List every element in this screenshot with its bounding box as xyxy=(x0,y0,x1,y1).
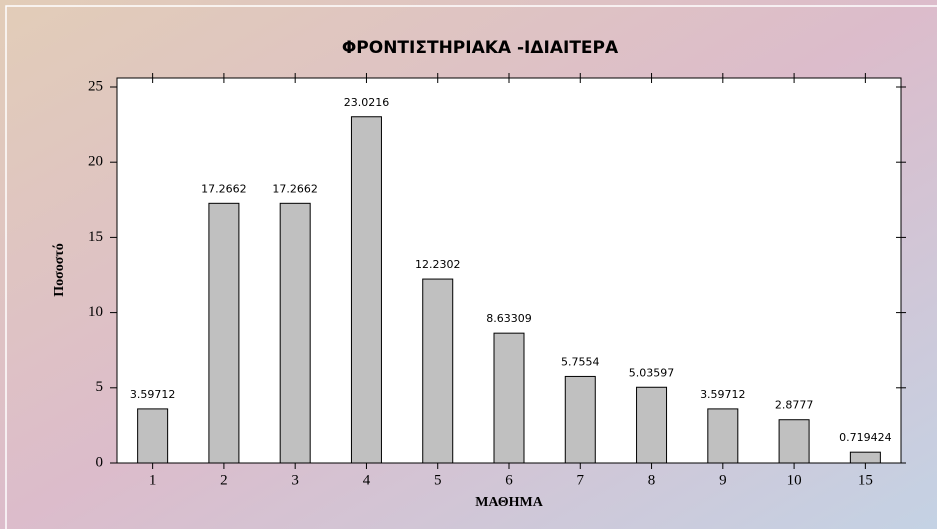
bar xyxy=(279,202,311,464)
bar xyxy=(422,278,454,464)
bar xyxy=(208,202,240,464)
x-tick-label: 5 xyxy=(434,472,442,488)
value-label: 0.719424 xyxy=(839,431,892,444)
bar xyxy=(137,408,169,464)
value-label: 12.2302 xyxy=(415,258,461,271)
value-label: 8.63309 xyxy=(486,312,532,325)
x-tick-label: 15 xyxy=(858,472,873,488)
frame xyxy=(5,5,937,529)
x-axis-label: ΜΑΘΗΜΑ xyxy=(475,495,544,510)
y-tick-label: 0 xyxy=(96,454,104,470)
y-tick-label: 5 xyxy=(96,379,104,395)
x-tick-label: 1 xyxy=(149,472,157,488)
x-tick-label: 10 xyxy=(787,472,802,488)
x-tick-label: 3 xyxy=(291,472,299,488)
x-tick-label: 6 xyxy=(505,472,513,488)
value-label: 17.2662 xyxy=(201,182,247,195)
bar xyxy=(849,451,881,464)
value-label: 23.0216 xyxy=(344,96,390,109)
chart-title: ΦΡΟΝΤΙΣΤΗΡΙΑΚΑ -ΙΔΙΑΙΤΕΡΑ xyxy=(342,38,619,58)
value-label: 5.03597 xyxy=(629,366,675,379)
value-label: 5.7554 xyxy=(561,355,600,368)
bar xyxy=(350,116,382,464)
x-tick-label: 4 xyxy=(363,472,371,488)
bar xyxy=(564,375,596,464)
bar xyxy=(778,419,810,464)
y-tick-label: 10 xyxy=(88,304,103,320)
x-tick-label: 7 xyxy=(577,472,585,488)
y-tick-label: 20 xyxy=(88,154,103,170)
value-label: 3.59712 xyxy=(700,388,746,401)
x-tick-label: 2 xyxy=(220,472,228,488)
y-axis-label: Ποσοστό xyxy=(52,243,67,297)
x-tick-label: 8 xyxy=(648,472,656,488)
value-label: 17.2662 xyxy=(272,182,318,195)
value-label: 2.8777 xyxy=(775,399,814,412)
value-label: 3.59712 xyxy=(130,388,176,401)
y-tick-label: 15 xyxy=(88,229,103,245)
bar xyxy=(707,408,739,464)
x-tick-label: 9 xyxy=(719,472,727,488)
y-tick-label: 25 xyxy=(88,78,103,94)
bar xyxy=(493,332,525,464)
bar xyxy=(636,386,668,464)
